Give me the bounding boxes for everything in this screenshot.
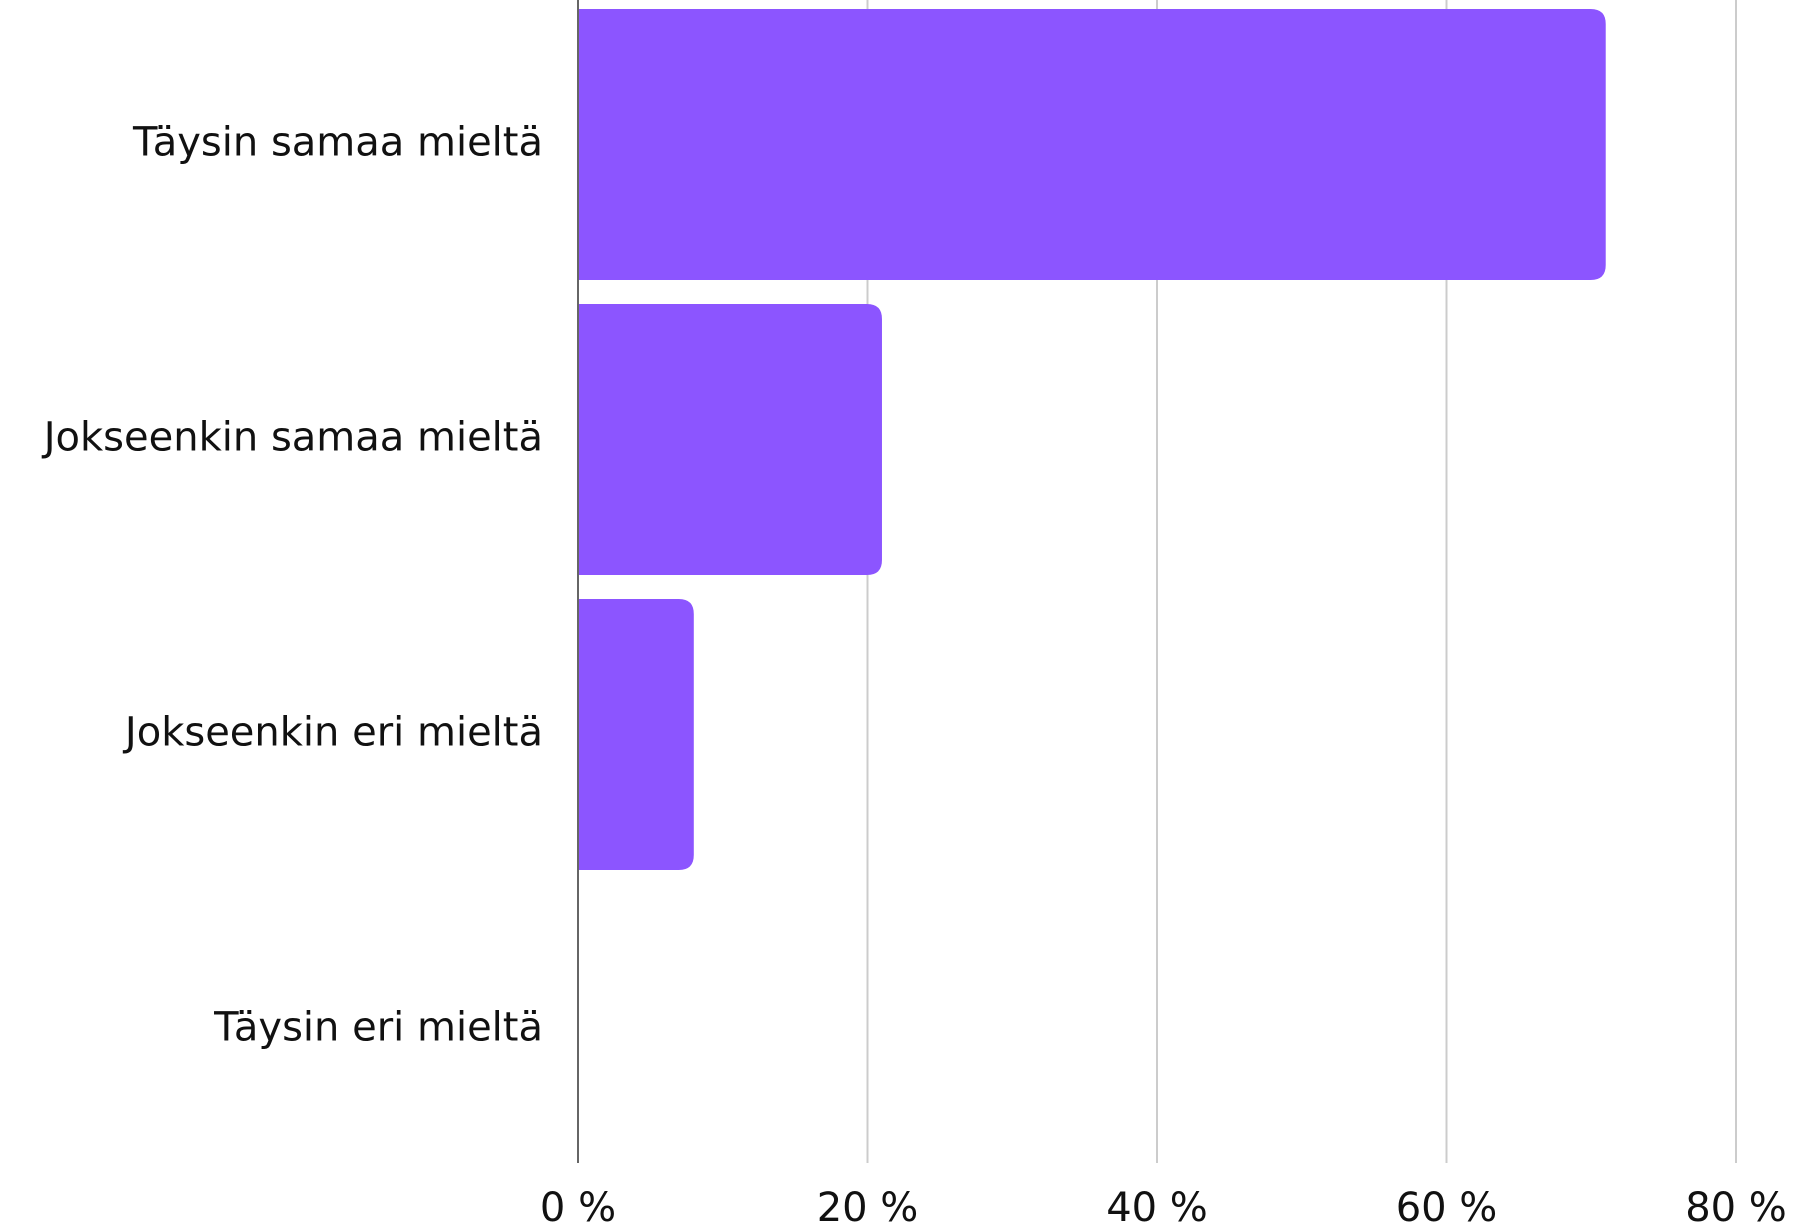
x-tick-label: 20 % bbox=[817, 1185, 919, 1226]
x-tick-label: 0 % bbox=[540, 1185, 616, 1226]
y-tick-label: Jokseenkin samaa mieltä bbox=[41, 415, 543, 461]
x-tick-label: 40 % bbox=[1106, 1185, 1208, 1226]
bar bbox=[578, 599, 694, 870]
bar bbox=[578, 9, 1606, 280]
x-tick-label: 80 % bbox=[1685, 1185, 1787, 1226]
y-tick-label: Jokseenkin eri mieltä bbox=[122, 710, 543, 756]
y-tick-label: Täysin samaa mieltä bbox=[132, 120, 543, 166]
bar bbox=[578, 304, 882, 575]
y-tick-label: Täysin eri mieltä bbox=[213, 1005, 543, 1051]
x-tick-label: 60 % bbox=[1396, 1185, 1498, 1226]
